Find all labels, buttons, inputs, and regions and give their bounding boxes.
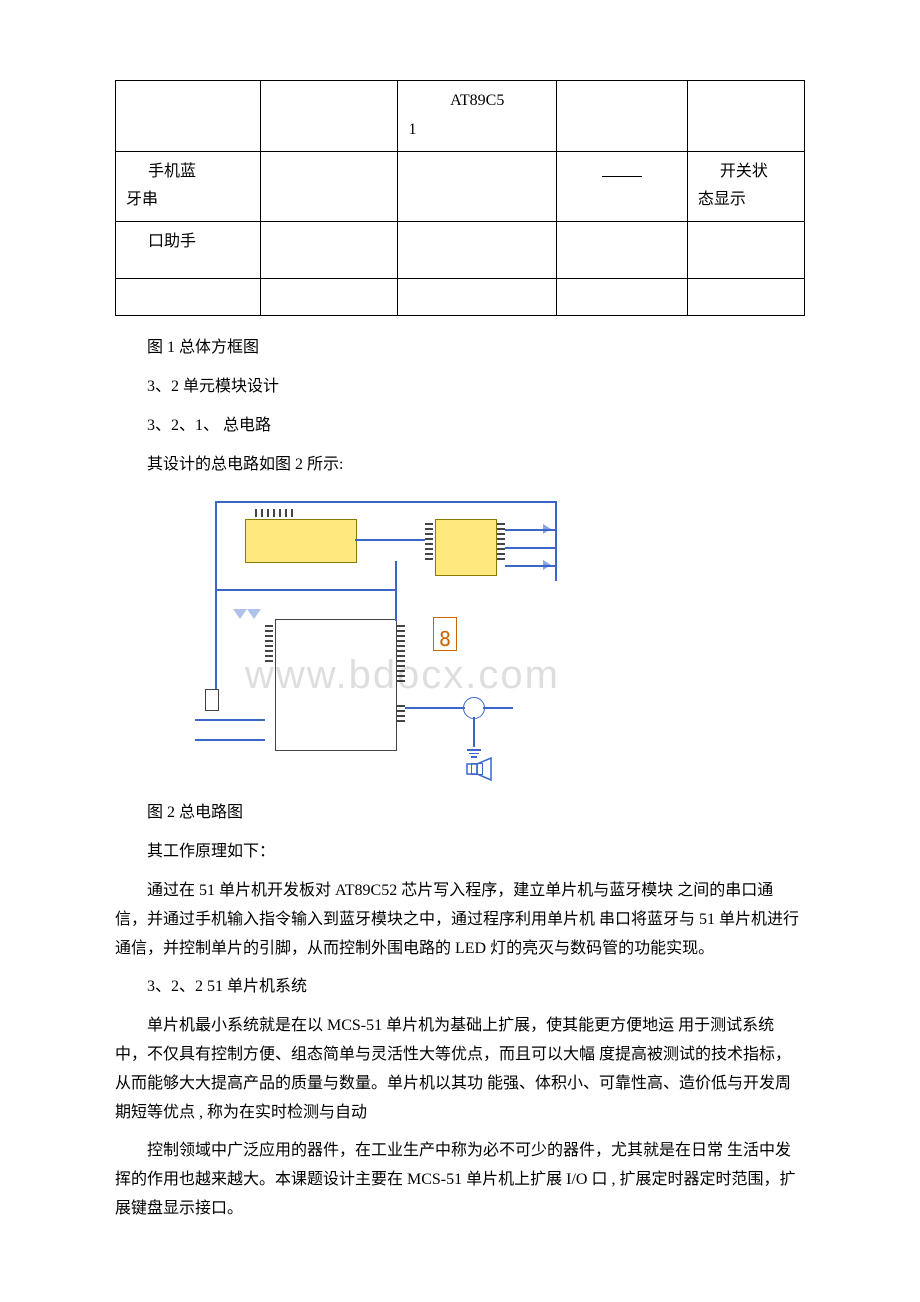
cell-r2c3	[398, 151, 556, 222]
mcu-left-pins	[265, 625, 273, 665]
dash-line	[602, 176, 642, 177]
mcu-right-pins	[397, 625, 405, 685]
cell-r2c2	[260, 151, 398, 222]
cell-r1c1	[116, 81, 261, 152]
wire-spk	[483, 707, 513, 709]
driver-chip	[435, 519, 497, 576]
para-mcs51-2: 控制领域中广泛应用的器件，在工业生产中称为必不可少的器件，尤其就是在日常 生活中…	[115, 1137, 805, 1223]
cell-r3c5	[687, 222, 804, 279]
r2c1-line1: 手机蓝	[126, 163, 196, 180]
led-left-2	[247, 609, 261, 619]
led-left-1	[233, 609, 247, 619]
cell-r4c2	[260, 279, 398, 316]
wire-gnd-row	[195, 739, 265, 741]
wire-led2	[505, 547, 555, 549]
cell-r4c4	[556, 279, 687, 316]
cell-r1c3: AT89C5 1	[398, 81, 556, 152]
seven-segment	[433, 617, 457, 651]
driver-left-pins	[425, 523, 433, 563]
para-principle-body: 通过在 51 单片机开发板对 AT89C52 芯片写入程序，建立单片机与蓝牙模块…	[115, 877, 805, 963]
cell-r2c4	[556, 151, 687, 222]
para-principle-head: 其工作原理如下：	[115, 838, 805, 867]
cell-r2c1: 手机蓝 牙串	[116, 151, 261, 222]
crystal	[205, 689, 219, 711]
heading-3-2-1: 3、2、1、 总电路	[115, 412, 805, 441]
wire-trans	[405, 707, 465, 709]
cell-r2c5: 开关状 态显示	[687, 151, 804, 222]
wire-bt-drv	[355, 539, 425, 541]
bt-top-pins	[255, 509, 297, 517]
cell-r4c3	[398, 279, 556, 316]
cell-r4c1	[116, 279, 261, 316]
r2c5-line1: 开关状	[698, 163, 768, 180]
heading-3-2-2: 3、2、2 51 单片机系统	[115, 973, 805, 1002]
cell-r3c3	[398, 222, 556, 279]
caption-fig2: 图 2 总电路图	[115, 799, 805, 828]
led-1	[543, 524, 555, 532]
chip-label-bot: 1	[408, 116, 545, 145]
block-diagram-table: AT89C5 1 手机蓝 牙串 开关状 态显示 口助手	[115, 80, 805, 316]
chip-label-top: AT89C5	[408, 87, 545, 116]
cell-r1c2	[260, 81, 398, 152]
cell-r1c5	[687, 81, 804, 152]
transistor	[463, 697, 485, 719]
led-3	[543, 560, 555, 568]
bluetooth-chip	[245, 519, 357, 563]
heading-3-2: 3、2 单元模块设计	[115, 373, 805, 402]
mcu-right-pins2	[397, 705, 405, 725]
caption-fig1: 图 1 总体方框图	[115, 334, 805, 363]
r2c5-line2: 态显示	[698, 191, 746, 208]
circuit-schematic: www.bdocx.com	[175, 489, 575, 789]
r3c1-text: 口助手	[126, 233, 196, 250]
para-mcs51-1: 单片机最小系统就是在以 MCS-51 单片机为基础上扩展，使其能更方便地运 用于…	[115, 1012, 805, 1127]
wire-mid	[215, 589, 395, 591]
r2c1-line2: 牙串	[126, 191, 158, 208]
wire-left-bus	[215, 501, 217, 701]
para-circuit-intro: 其设计的总电路如图 2 所示:	[115, 451, 805, 480]
wire-trans-down	[473, 717, 475, 747]
wire-xtal	[195, 719, 265, 721]
cell-r3c1: 口助手	[116, 222, 261, 279]
cell-r4c5	[687, 279, 804, 316]
wire-led-bus	[555, 501, 557, 581]
cell-r3c4	[556, 222, 687, 279]
document-page: AT89C5 1 手机蓝 牙串 开关状 态显示 口助手	[0, 0, 920, 1294]
wire-top-bus	[215, 501, 555, 503]
mcu-chip	[275, 619, 397, 751]
wire-bt-mcu	[395, 561, 397, 621]
driver-right-pins	[497, 523, 505, 563]
cell-r1c4	[556, 81, 687, 152]
cell-r3c2	[260, 222, 398, 279]
speaker-icon	[465, 757, 505, 781]
